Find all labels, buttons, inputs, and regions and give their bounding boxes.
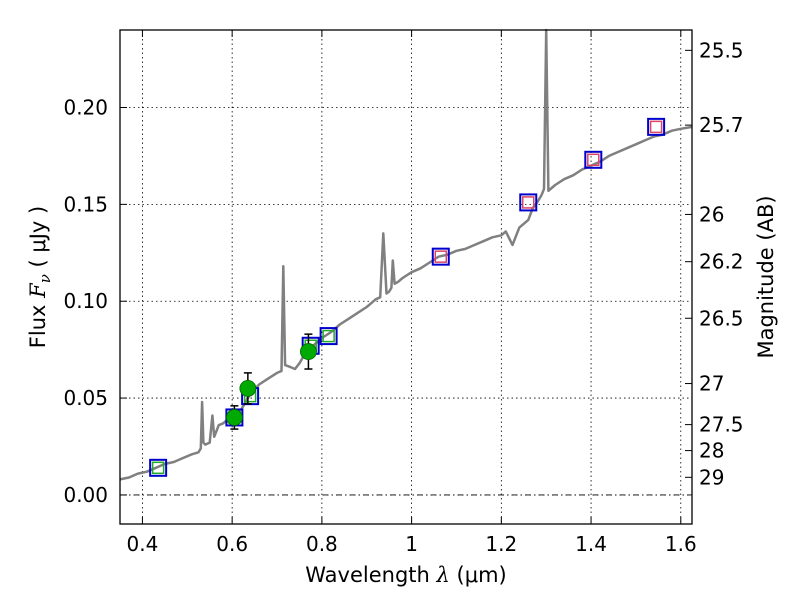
observed-point	[239, 379, 257, 397]
observed-point	[300, 343, 317, 360]
model-box-optical-inner	[322, 329, 335, 343]
model-box-nir-inner	[434, 250, 448, 263]
model-box-optical-inner	[151, 461, 165, 475]
right-axis-label: Magnitude (AB)	[754, 195, 778, 358]
plot-data	[119, 28, 693, 496]
model-box-nir-inner	[587, 153, 600, 167]
right-tick-label: 25.7	[699, 113, 744, 137]
y-tick-label: 0.15	[63, 192, 108, 216]
spectrum-line	[119, 28, 693, 481]
x-tick-label: 0.4	[127, 532, 159, 556]
plot-frame	[119, 29, 693, 525]
y-tick-label: 0.05	[63, 386, 108, 410]
right-tick-label: 27	[699, 372, 724, 396]
x-tick-label: 1.6	[665, 532, 697, 556]
model-box-optical-outer	[319, 327, 338, 346]
right-tick-label: 27.5	[699, 413, 744, 437]
right-tick-label: 26.5	[699, 306, 744, 330]
model-box-optical-outer	[149, 458, 168, 477]
x-tick-label: 1	[405, 532, 418, 556]
x-tick-label: 1.4	[575, 532, 607, 556]
x-tick-label: 0.6	[216, 532, 248, 556]
right-tick-label: 29	[699, 465, 724, 489]
right-tick-label: 26	[699, 202, 724, 226]
y-tick-label: 0.10	[63, 289, 108, 313]
axis-ticks: 0.4 0.6 0.8 1 1.2 1.4 1.6 0.00 0.05 0.10 0.15 0.20 2…	[63, 30, 744, 556]
x-tick-label: 0.8	[306, 532, 338, 556]
model-box-nir-outer	[584, 150, 603, 169]
observed-point	[225, 409, 243, 426]
right-tick-label: 25.5	[699, 38, 744, 62]
y-axis-label: Flux Fν ( μJy )	[26, 206, 55, 348]
y-tick-label: 0.00	[63, 483, 108, 507]
model-box-nir-outer	[647, 117, 666, 136]
x-axis-label: Wavelength λ (μm)	[305, 563, 506, 587]
y-tick-label: 0.20	[63, 95, 108, 119]
x-tick-label: 1.2	[485, 532, 517, 556]
model-box-nir-outer	[431, 247, 450, 266]
model-box-nir-inner	[522, 196, 535, 209]
right-tick-label: 28	[699, 439, 724, 463]
model-box-nir-outer	[519, 193, 538, 212]
right-tick-label: 26.2	[699, 250, 744, 274]
model-box-nir-inner	[649, 120, 663, 134]
